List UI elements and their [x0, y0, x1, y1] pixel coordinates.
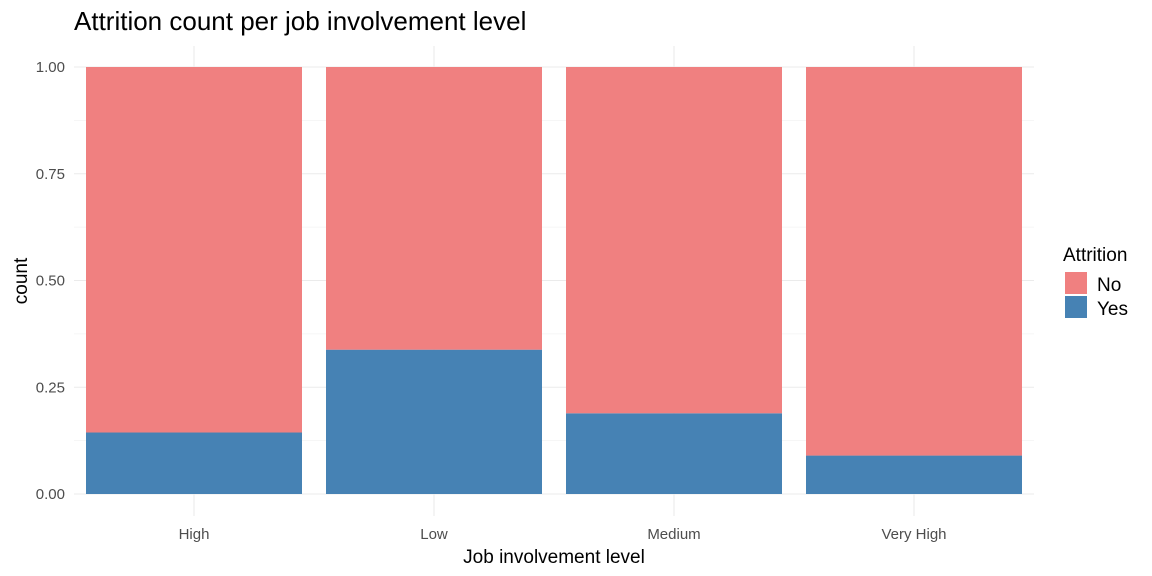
- bar-yes-very-high: [806, 455, 1022, 494]
- y-tick-label: 1.00: [36, 59, 65, 76]
- bar-no-very-high: [806, 67, 1022, 456]
- bars: [86, 67, 1022, 494]
- bar-yes-medium: [566, 413, 782, 494]
- bar-yes-high: [86, 432, 302, 494]
- y-tick-label: 0.00: [36, 486, 65, 503]
- y-tick-label: 0.25: [36, 379, 65, 396]
- x-tick-label: Low: [420, 526, 448, 543]
- y-tick-label: 0.75: [36, 166, 65, 183]
- legend-label-no: No: [1097, 275, 1121, 296]
- x-tick-label: Medium: [647, 526, 700, 543]
- legend: Attrition No Yes: [1063, 245, 1128, 320]
- x-axis-title: Job involvement level: [463, 547, 645, 568]
- legend-swatch-yes: [1065, 296, 1087, 318]
- y-axis-ticks: 0.00 0.25 0.50 0.75 1.00: [36, 59, 65, 503]
- bar-no-high: [86, 67, 302, 433]
- legend-label-yes: Yes: [1097, 299, 1128, 320]
- y-tick-label: 0.50: [36, 273, 65, 290]
- bar-no-low: [326, 67, 542, 350]
- legend-swatch-no: [1065, 272, 1087, 294]
- legend-title: Attrition: [1063, 245, 1127, 266]
- bar-yes-low: [326, 349, 542, 494]
- y-axis-title: count: [11, 257, 32, 304]
- x-axis-ticks: High Low Medium Very High: [179, 526, 947, 543]
- x-tick-label: High: [179, 526, 210, 543]
- chart-title: Attrition count per job involvement leve…: [74, 6, 526, 36]
- bar-no-medium: [566, 67, 782, 414]
- x-tick-label: Very High: [881, 526, 946, 543]
